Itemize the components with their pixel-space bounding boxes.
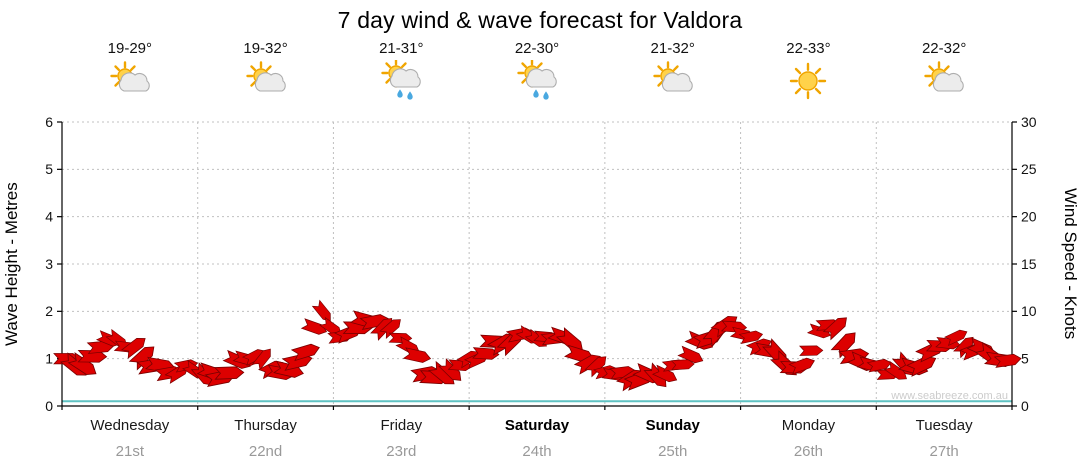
day-label: Thursday 22nd [201, 417, 331, 460]
day-name: Sunday [645, 417, 700, 434]
wind-barb [993, 353, 1022, 368]
forecast-day-cell: 22-32° [884, 40, 1004, 102]
day-name: Saturday [504, 417, 570, 434]
day-name: Monday [781, 417, 836, 434]
day-label: Saturday 24th [472, 417, 602, 460]
wind-barb [788, 357, 815, 375]
wind-barbs-series [53, 299, 1022, 392]
forecast-day-cell: 22-33° [748, 40, 868, 102]
day-name: Tuesday [915, 417, 973, 434]
partly-cloudy-icon [884, 60, 1004, 102]
right-axis-tick-label: 25 [1021, 161, 1037, 177]
day-date: 24th [522, 443, 552, 460]
partly-cloudy-icon [613, 60, 733, 102]
right-axis-tick-label: 30 [1021, 114, 1037, 130]
day-temperature-range: 19-32° [243, 40, 288, 57]
forecast-day-cell: 22-30° [477, 40, 597, 102]
wind-barb [379, 319, 401, 339]
day-date: 23rd [386, 443, 417, 460]
wind-barb [402, 347, 432, 363]
day-name: Wednesday [90, 417, 170, 434]
forecast-day-cell: 21-31° [341, 40, 461, 102]
forecast-day-cell: 19-29° [70, 40, 190, 102]
partly-cloudy-rain-icon [341, 60, 461, 102]
right-axis-tick-label: 10 [1021, 303, 1037, 319]
right-axis-tick-label: 15 [1021, 256, 1037, 272]
day-label: Wednesday 21st [65, 417, 195, 460]
left-axis-tick-label: 6 [45, 114, 53, 130]
day-date: 21st [115, 443, 145, 460]
day-temperature-range: 21-31° [379, 40, 424, 57]
wind-barb [213, 366, 245, 380]
wind-barb [953, 336, 974, 359]
wind-barb [822, 317, 847, 341]
day-date: 22nd [248, 443, 283, 460]
day-temperature-range: 22-33° [786, 40, 831, 57]
day-temperature-range: 22-32° [921, 40, 967, 57]
wind-barb [738, 330, 764, 344]
left-axis-tick-label: 3 [45, 256, 53, 272]
day-name: Friday [380, 417, 423, 434]
wind-barb [830, 332, 856, 359]
forecast-days-row: 19-29° 19-32° 21-31° 22-30° 21-32° 22-33° 22-3… [62, 40, 1012, 122]
left-axis-tick-label: 5 [45, 161, 53, 177]
day-label: Sunday 25th [608, 417, 738, 460]
day-label: Friday 23rd [336, 417, 466, 460]
wind-barb [677, 345, 704, 364]
watermark: www.seabreeze.com.au [890, 390, 1008, 402]
forecast-day-cell: 21-32° [613, 40, 733, 102]
day-temperature-range: 19-29° [107, 40, 153, 57]
day-temperature-range: 21-32° [650, 40, 695, 57]
sunny-icon [748, 60, 868, 102]
day-name: Thursday [234, 417, 297, 434]
wind-barb [866, 358, 892, 373]
right-axis-tick-label: 5 [1021, 351, 1029, 367]
right-axis-title: Wind Speed - Knots [1061, 188, 1080, 340]
left-axis-tick-label: 2 [45, 303, 53, 319]
page-title: 7 day wind & wave forecast for Valdora [337, 7, 743, 33]
day-labels-row: Wednesday 21st Thursday 22nd Friday 23rd Satur… [62, 417, 1012, 469]
wind-barb [67, 352, 97, 375]
day-date: 25th [658, 443, 688, 460]
day-label: Tuesday 27th [879, 417, 1009, 460]
day-temperature-range: 22-30° [514, 40, 560, 57]
partly-cloudy-icon [70, 60, 190, 102]
forecast-day-cell: 19-32° [206, 40, 326, 102]
right-axis-tick-label: 20 [1021, 209, 1037, 225]
day-date: 26th [793, 443, 824, 460]
wind-barb [311, 299, 331, 322]
wind-barb [943, 329, 968, 347]
wind-barb [584, 356, 607, 378]
left-axis-tick-label: 0 [45, 398, 53, 414]
wind-barb [251, 348, 271, 371]
left-axis-tick-label: 1 [45, 351, 53, 367]
wind-barb [472, 347, 500, 360]
wind-barb [290, 343, 320, 362]
wind-barb [651, 364, 678, 383]
day-label: Monday 26th [743, 417, 873, 460]
wind-barb [120, 338, 146, 359]
day-date: 27th [929, 443, 959, 460]
partly-cloudy-icon [206, 60, 326, 102]
wind-barb [798, 345, 824, 356]
right-axis-tick-label: 0 [1021, 398, 1029, 414]
partly-cloudy-rain-icon [477, 60, 597, 102]
left-axis-tick-label: 4 [45, 209, 53, 225]
